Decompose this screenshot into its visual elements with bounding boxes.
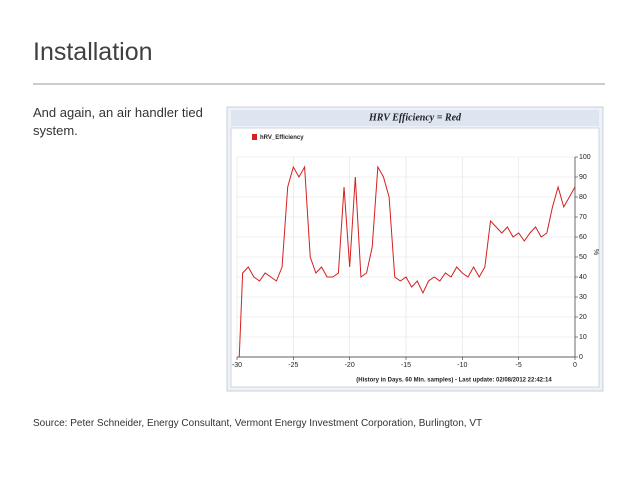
chart-header — [231, 110, 599, 126]
y-tick-label: 100 — [579, 154, 591, 161]
x-tick-label: -10 — [457, 362, 467, 369]
body-text: And again, an air handler tied system. — [33, 105, 203, 138]
x-tick-label: -25 — [288, 362, 298, 369]
x-tick-label: -5 — [516, 362, 522, 369]
y-tick-label: 80 — [579, 194, 587, 201]
x-axis-label: (History in Days. 60 Min. samples) - Las… — [356, 378, 552, 384]
chart-title: HRV Efficiency = Red — [368, 112, 462, 123]
x-tick-label: 0 — [573, 362, 577, 369]
legend-swatch — [252, 134, 257, 140]
y-tick-label: 60 — [579, 234, 587, 241]
y-tick-label: 50 — [579, 254, 587, 261]
y-tick-label: 20 — [579, 314, 587, 321]
y-tick-label: 70 — [579, 214, 587, 221]
x-tick-label: -20 — [345, 362, 355, 369]
chart-panel — [230, 127, 600, 388]
legend-label: hRV_Efficiency — [260, 135, 304, 141]
y-tick-label: 10 — [579, 334, 587, 341]
x-tick-label: -30 — [232, 362, 242, 369]
data-line — [238, 165, 576, 358]
x-tick-label: -15 — [401, 362, 411, 369]
slide-title: Installation — [33, 38, 153, 66]
y-tick-label: 30 — [579, 294, 587, 301]
y-tick-label: 0 — [579, 354, 583, 361]
y-tick-label: 90 — [579, 174, 587, 181]
y-tick-label: 40 — [579, 274, 587, 281]
y-axis-label: % — [592, 249, 599, 255]
source-text: Source: Peter Schneider, Energy Consulta… — [33, 418, 483, 429]
